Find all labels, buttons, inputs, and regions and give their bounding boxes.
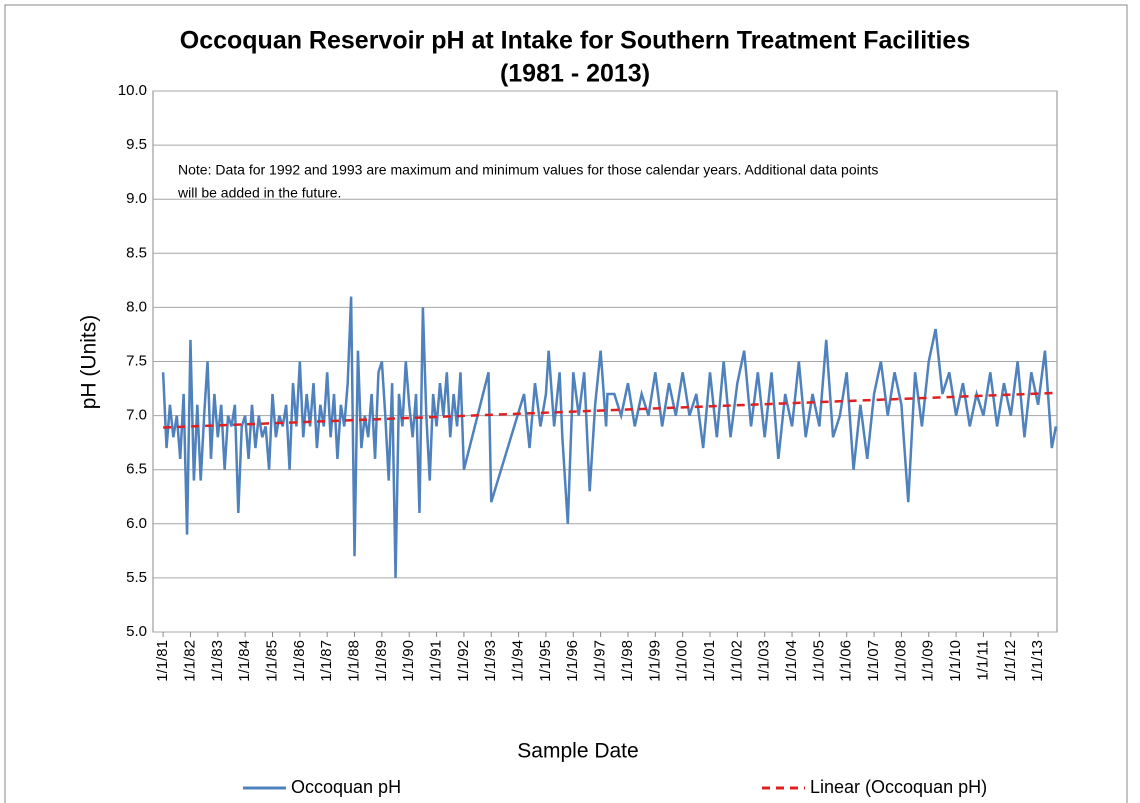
x-tick-label: 1/1/91	[428, 640, 445, 682]
x-tick-label: 1/1/04	[783, 640, 800, 682]
x-tick-label: 1/1/87	[318, 640, 335, 682]
chart-subtitle: (1981 - 2013)	[500, 60, 650, 88]
legend-label: Linear (Occoquan pH)	[810, 777, 987, 797]
x-tick-label: 1/1/86	[291, 640, 308, 682]
x-tick-label: 1/1/90	[400, 640, 417, 682]
x-tick-label: 1/1/09	[920, 640, 937, 682]
x-tick-label: 1/1/06	[838, 640, 855, 682]
x-tick-label: 1/1/98	[619, 640, 636, 682]
x-tick-label: 1/1/03	[756, 640, 773, 682]
y-tick-label: 9.5	[126, 136, 147, 153]
y-tick-label: 8.5	[126, 244, 147, 261]
x-tick-label: 1/1/12	[1002, 640, 1019, 682]
x-tick-label: 1/1/07	[865, 640, 882, 682]
chart-border	[4, 4, 1128, 803]
series-line	[163, 391, 1058, 429]
x-tick-label: 1/1/89	[373, 640, 390, 682]
y-tick-label: 8.0	[126, 298, 147, 315]
y-tick-label: 10.0	[118, 82, 147, 99]
x-tick-label: 1/1/97	[592, 640, 609, 682]
x-tick-label: 1/1/01	[701, 640, 718, 682]
x-tick-label: 1/1/99	[646, 640, 663, 682]
x-axis-title: Sample Date	[517, 740, 638, 763]
chart-title: Occoquan Reservoir pH at Intake for Sout…	[180, 27, 970, 55]
x-tick-label: 1/1/96	[564, 640, 581, 682]
x-tick-label: 1/1/88	[345, 640, 362, 682]
y-tick-label: 5.5	[126, 569, 147, 586]
x-tick-label: 1/1/84	[236, 640, 253, 682]
annotation: Note: Data for 1992 and 1993 are maximum…	[178, 162, 878, 178]
y-tick-label: 9.0	[126, 190, 147, 207]
x-tick-label: 1/1/92	[455, 640, 472, 682]
y-tick-label: 6.0	[126, 515, 147, 532]
x-tick-label: 1/1/05	[810, 640, 827, 682]
x-tick-label: 1/1/93	[482, 640, 499, 682]
x-tick-label: 1/1/83	[209, 640, 226, 682]
y-tick-label: 6.5	[126, 461, 147, 478]
x-tick-label: 1/1/10	[947, 640, 964, 682]
x-tick-label: 1/1/00	[674, 640, 691, 682]
annotation: will be added in the future.	[177, 185, 341, 201]
x-tick-label: 1/1/02	[728, 640, 745, 682]
x-tick-label: 1/1/94	[510, 640, 527, 682]
y-tick-label: 5.0	[126, 623, 147, 640]
x-tick-label: 1/1/95	[537, 640, 554, 682]
legend-label: Occoquan pH	[291, 777, 401, 797]
x-tick-label: 1/1/11	[974, 640, 991, 681]
y-tick-label: 7.0	[126, 407, 147, 424]
x-tick-label: 1/1/82	[181, 640, 198, 682]
x-tick-label: 1/1/13	[1029, 640, 1046, 682]
y-axis-title: pH (Units)	[78, 315, 101, 410]
x-tick-label: 1/1/85	[263, 640, 280, 682]
y-tick-label: 7.5	[126, 352, 147, 369]
series-line	[161, 296, 1058, 578]
x-tick-label: 1/1/81	[154, 640, 171, 682]
x-tick-label: 1/1/08	[892, 640, 909, 682]
